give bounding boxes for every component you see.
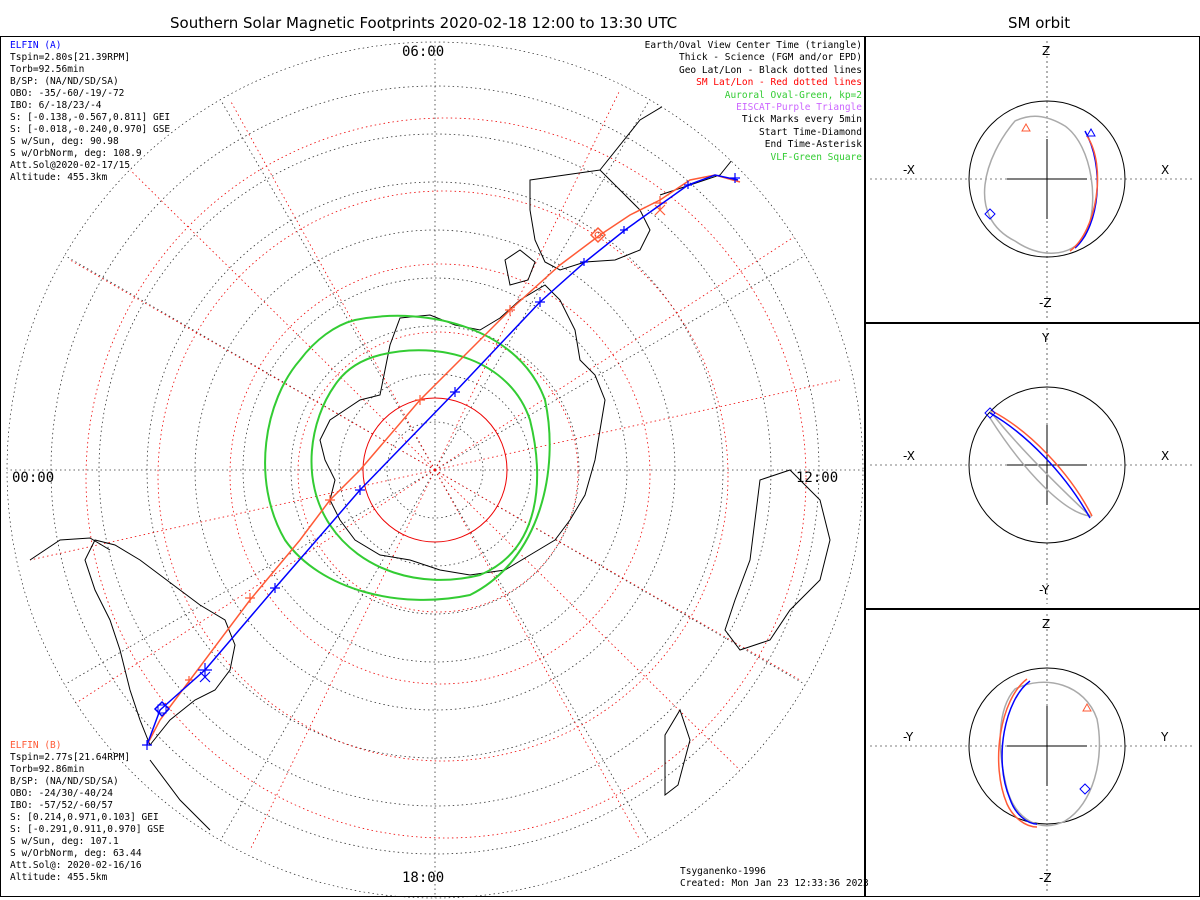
elfin-b-line: S w/Sun, deg: 107.1	[10, 836, 119, 847]
elfin-a-line: Tspin=2.80s[21.39RPM]	[10, 52, 131, 63]
orbit-gray	[999, 681, 1101, 827]
elfin-a-line: Altitude: 455.3km	[10, 172, 108, 183]
map-frame	[0, 36, 865, 897]
model-name: Tsyganenko-1996	[680, 866, 766, 877]
elfin-a-line: S: [-0.018,-0.240,0.970] GSE	[10, 124, 171, 135]
australia-coast	[529, 169, 651, 271]
elfin-a-line: IBO: 6/-18/23/-4	[10, 100, 102, 111]
orbit-b	[1069, 135, 1099, 252]
legend-item: SM Lat/Lon - Red dotted lines	[696, 77, 862, 89]
legend-item: Thick - Science (FGM and/or EPD)	[678, 52, 862, 64]
legend-item: Start Time-Diamond	[759, 126, 862, 138]
elfin-b-line: Att.Sol@: 2020-02-16/16	[10, 860, 142, 871]
legend: Earth/Oval View Center Time (triangle) T…	[645, 40, 862, 164]
mlt-label-right: 12:00	[796, 470, 839, 486]
elfin-b-line: S: [-0.291,0.911,0.970] GSE	[10, 824, 165, 835]
elfin-a-line: Att.Sol@2020-02-17/15	[10, 160, 131, 171]
auroral-oval	[264, 314, 551, 601]
elfin-b-line: Altitude: 455.5km	[10, 872, 108, 883]
sm-panel-yz: Z -Z -Y Y	[865, 609, 1200, 897]
sm-panel-xz: Z -Z -X X	[865, 36, 1200, 323]
axis-label: Y	[1042, 331, 1050, 345]
axis-label: Z	[1042, 617, 1051, 631]
orbit-a	[1001, 680, 1038, 825]
elfin-a-line: S w/OrbNorm, deg: 108.9	[10, 148, 142, 159]
orbit-a	[989, 412, 1091, 519]
auroral-oval-inner	[310, 349, 539, 581]
elfin-b-info: ELFIN (B) Tspin=2.77s[21.64RPM] Torb=92.…	[10, 740, 164, 884]
legend-item: Geo Lat/Lon - Black dotted lines	[678, 64, 862, 76]
page-title: Southern Solar Magnetic Footprints 2020-…	[170, 14, 678, 32]
elfin-a-start-diamond	[153, 700, 171, 718]
axis-label: -Y	[1039, 583, 1050, 597]
elfin-a-track	[142, 173, 740, 750]
elfin-b-line: S: [0.214,0.971,0.103] GEI	[10, 812, 159, 823]
elfin-a-line: B/SP: (NA/ND/SD/SA)	[10, 76, 119, 87]
elfin-b-line: OBO: -24/30/-40/24	[10, 788, 113, 799]
auroral-oval-outer	[264, 314, 551, 601]
orbit-b	[997, 678, 1038, 828]
mlt-label-top: 06:00	[402, 44, 445, 60]
axis-label: -X	[903, 163, 915, 177]
elfin-b-line: Tspin=2.77s[21.64RPM]	[10, 752, 131, 763]
south-america-coast	[84, 539, 236, 746]
axis-label: Y	[1161, 730, 1169, 744]
elfin-b-name: ELFIN (B)	[10, 740, 62, 751]
orbit-gray	[983, 115, 1094, 254]
mlt-label-bottom: 18:00	[402, 870, 445, 886]
elfin-a-end-asterisk	[142, 740, 152, 750]
axis-label: X	[1161, 449, 1170, 463]
elfin-a-tick-marks	[198, 173, 740, 683]
map-boundary	[6, 41, 864, 899]
legend-item: VLF-Green Square	[770, 151, 862, 163]
axis-label: -Z	[1039, 296, 1052, 310]
antarctica-coast	[319, 284, 606, 576]
elfin-a-info: ELFIN (A) Tspin=2.80s[21.39RPM] Torb=92.…	[10, 40, 170, 184]
elfin-b-line: B/SP: (NA/ND/SD/SA)	[10, 776, 119, 787]
elfin-b-start-diamond	[589, 226, 607, 244]
elfin-a-line: S w/Sun, deg: 90.98	[10, 136, 119, 147]
elfin-a-line: Torb=92.56min	[10, 64, 85, 75]
orbit-gray	[989, 410, 1093, 518]
elfin-b-track	[146, 174, 741, 746]
elfin-a-line: S: [-0.138,-0.567,0.811] GEI	[10, 112, 171, 123]
legend-item: Auroral Oval-Green, kp=2	[724, 89, 862, 101]
elfin-b-footprint-line	[146, 174, 741, 746]
mlt-label-left: 00:00	[12, 470, 55, 486]
elfin-b-start-marker	[594, 231, 602, 239]
axis-label: Z	[1042, 44, 1051, 58]
elfin-b-line: IBO: -57/52/-60/57	[10, 800, 113, 811]
orbit-b	[991, 410, 1093, 517]
legend-item: Earth/Oval View Center Time (triangle)	[644, 40, 862, 51]
elfin-a-footprint-line	[146, 174, 739, 746]
created-timestamp: Created: Mon Jan 23 12:33:36 2023	[680, 878, 869, 889]
new-zealand-coast	[504, 249, 536, 286]
legend-item: EISCAT-Purple Triangle	[736, 102, 862, 114]
credits: Tsyganenko-1996 Created: Mon Jan 23 12:3…	[680, 866, 869, 890]
sm-longitude-grid	[29, 89, 841, 851]
axis-label: -Y	[903, 730, 914, 744]
elfin-a-line: OBO: -35/-60/-19/-72	[10, 88, 125, 99]
sm-latitude-grid	[85, 117, 807, 839]
africa-coast	[724, 469, 831, 651]
elfin-a-start-square	[157, 704, 167, 714]
sm-orbit-title: SM orbit	[1008, 14, 1071, 32]
elfin-b-line: S w/OrbNorm, deg: 63.44	[10, 848, 142, 859]
elfin-a-name: ELFIN (A)	[10, 40, 62, 51]
geo-longitude-grid	[7, 42, 863, 898]
elfin-b-tick-marks	[185, 196, 667, 684]
legend-item: End Time-Asterisk	[764, 139, 862, 151]
elfin-b-line: Torb=92.86min	[10, 764, 85, 775]
axis-label: X	[1161, 163, 1170, 177]
axis-label: -Z	[1039, 871, 1052, 885]
madagascar-coast	[664, 708, 691, 797]
legend-item: Tick Marks every 5min	[741, 114, 862, 126]
sm-panel-xy: Y -Y -X X	[865, 323, 1200, 609]
axis-label: -X	[903, 449, 915, 463]
footprint-map	[0, 36, 865, 899]
